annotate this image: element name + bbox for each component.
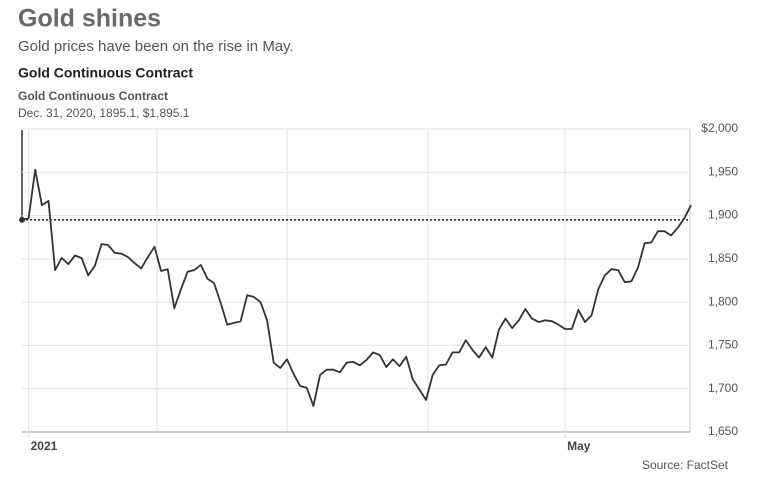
- x-grid: [156, 129, 429, 432]
- price-line: [21, 168, 692, 407]
- y-tick-label: 1,950: [708, 164, 738, 178]
- y-tick-label: $2,000: [701, 121, 738, 135]
- y-tick-label: 1,800: [708, 294, 738, 308]
- chart-heading: Gold Continuous Contract: [18, 65, 193, 81]
- y-tick-label: 1,650: [708, 424, 738, 438]
- y-tick-label: 1,700: [708, 381, 738, 395]
- reference-dot: [19, 216, 25, 223]
- chart-title: Gold shines: [18, 5, 161, 33]
- x-tick-label: May: [567, 439, 591, 453]
- source: Source: FactSet: [642, 458, 729, 472]
- annotation: Dec. 31, 2020, 1895.1, $1,895.1: [18, 106, 190, 120]
- y-tick-label: 1,750: [708, 338, 738, 352]
- subtitle: Gold prices have been on the rise in May…: [18, 38, 294, 55]
- x-tick-label: 2021: [31, 439, 58, 453]
- y-tick-label: 1,850: [708, 251, 738, 265]
- y-tick-label: 1,900: [708, 208, 738, 222]
- series-label: Gold Continuous Contract: [18, 89, 168, 103]
